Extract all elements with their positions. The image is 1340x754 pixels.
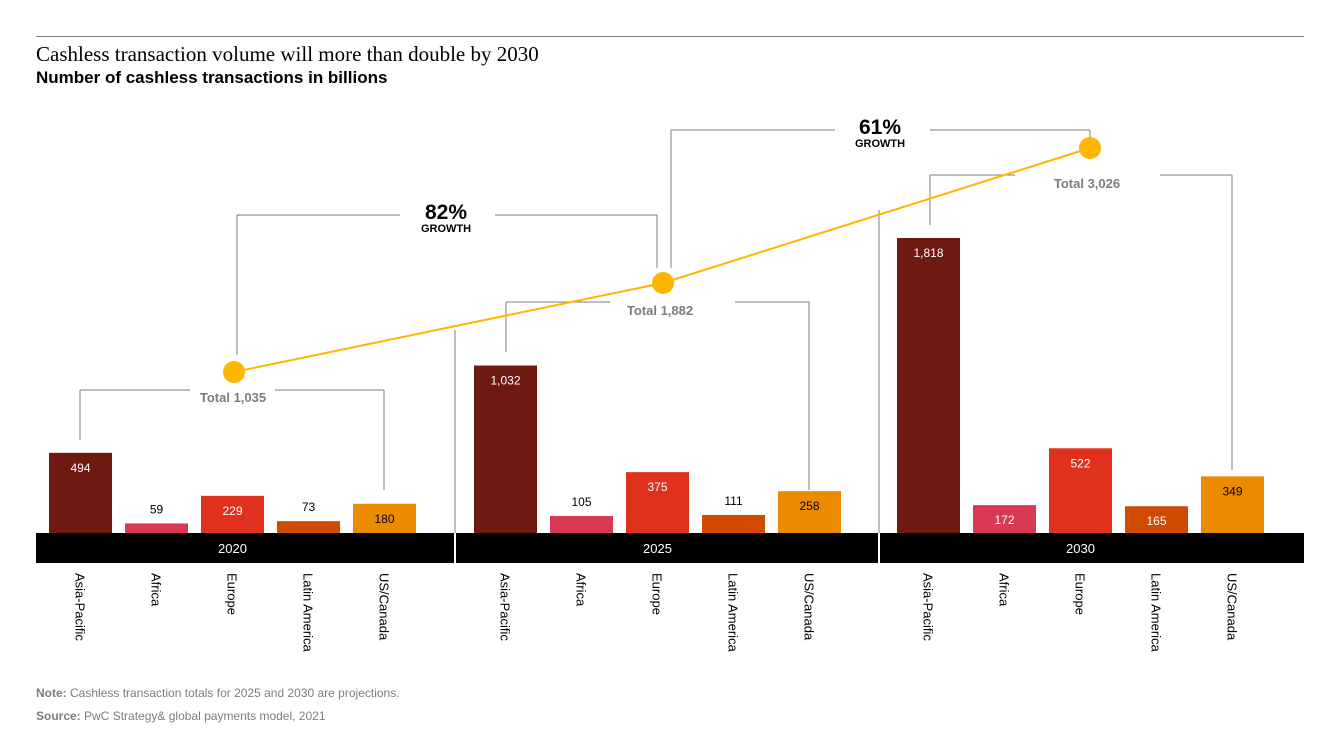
bar-2020-2 (201, 495, 264, 533)
category-label: Europe (650, 573, 665, 615)
data-label: 165 (1146, 514, 1166, 528)
category-label: Africa (997, 573, 1012, 607)
bar-2030-1 (973, 505, 1036, 533)
category-label: Asia-Pacific (73, 573, 88, 641)
total-dot (1079, 137, 1101, 159)
bar-2020-1 (125, 523, 188, 533)
total-label: Total 3,026 (1054, 176, 1120, 191)
data-label: 59 (150, 502, 164, 516)
category-label: Latin America (1149, 573, 1164, 653)
data-label: 73 (302, 500, 316, 514)
data-label: 375 (647, 480, 667, 494)
bar-2025-0 (474, 365, 537, 533)
category-label: US/Canada (1225, 573, 1240, 641)
chart-subtitle: Number of cashless transactions in billi… (36, 68, 388, 87)
year-label: 2030 (1066, 541, 1095, 556)
chart-title: Cashless transaction volume will more th… (36, 42, 539, 66)
year-band-gap (878, 533, 880, 563)
category-label: Latin America (301, 573, 316, 653)
bar-2025-1 (550, 515, 613, 533)
data-label: 111 (724, 494, 743, 508)
total-label: Total 1,882 (627, 303, 693, 318)
category-label: Asia-Pacific (498, 573, 513, 641)
year-label: 2025 (643, 541, 672, 556)
data-label: 180 (374, 512, 394, 526)
note-label: Note: (36, 686, 67, 700)
bar-2020-0 (49, 452, 112, 533)
data-label: 172 (994, 513, 1014, 527)
data-label: 1,032 (490, 374, 520, 388)
growth-percent: 61% (859, 116, 901, 139)
source-text: PwC Strategy& global payments model, 202… (84, 709, 326, 723)
category-label: Asia-Pacific (921, 573, 936, 641)
bar-2025-4 (778, 491, 841, 533)
category-label: Africa (574, 573, 589, 607)
data-label: 105 (571, 495, 591, 509)
year-band (36, 533, 1304, 563)
total-dot (223, 361, 245, 383)
bar-2025-2 (626, 472, 689, 533)
top-rule (36, 36, 1304, 37)
category-label: Europe (1073, 573, 1088, 615)
category-label: Europe (225, 573, 240, 615)
growth-label: GROWTH (855, 138, 905, 150)
category-label: Latin America (726, 573, 741, 653)
growth-label: GROWTH (421, 223, 471, 235)
category-label: US/Canada (377, 573, 392, 641)
source: Source: PwC Strategy& global payments mo… (36, 709, 326, 723)
bar-2030-2 (1049, 448, 1112, 533)
bar-2020-4 (353, 503, 416, 533)
data-label: 229 (222, 504, 242, 518)
total-dot (652, 272, 674, 294)
bar-2025-3 (702, 514, 765, 533)
data-label: 1,818 (913, 246, 943, 260)
year-band-gap (454, 533, 456, 563)
bar-2030-0 (897, 238, 960, 533)
bar-2030-4 (1201, 476, 1264, 533)
note: Note: Cashless transaction totals for 20… (36, 686, 400, 700)
total-label: Total 1,035 (200, 390, 266, 405)
note-text: Cashless transaction totals for 2025 and… (70, 686, 400, 700)
data-label: 522 (1070, 456, 1090, 470)
bar-2030-3 (1125, 506, 1188, 533)
data-label: 258 (799, 499, 819, 513)
data-label: 349 (1222, 484, 1242, 498)
bar-2020-3 (277, 521, 340, 533)
year-label: 2020 (218, 541, 247, 556)
category-label: Africa (149, 573, 164, 607)
growth-percent: 82% (425, 201, 467, 224)
total-trend-line (233, 147, 1091, 373)
data-label: 494 (70, 461, 90, 475)
category-label: US/Canada (802, 573, 817, 641)
source-label: Source: (36, 709, 81, 723)
